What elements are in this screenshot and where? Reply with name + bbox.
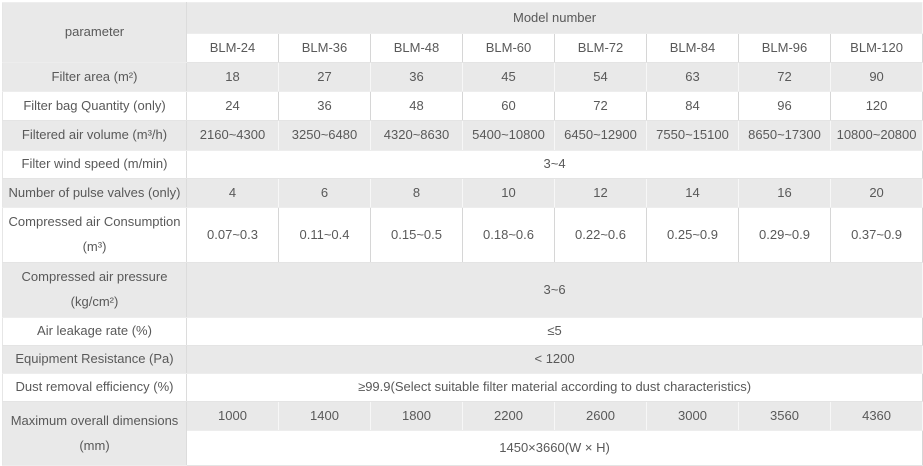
value-cell: 0.18~0.6 (462, 207, 555, 263)
value-cell: 6 (278, 178, 371, 208)
table-row: Filtered air volume (m³/h) 2160~4300 325… (2, 120, 923, 151)
table-row: Dust removal efficiency (%) ≥99.9(Select… (2, 373, 923, 402)
span-value-cell-compressed-air-pressure: 3~6 (186, 262, 923, 318)
table-row: Compressed air pressure (kg/cm²) 3~6 (2, 262, 923, 318)
model-column-header: BLM-96 (738, 33, 831, 63)
value-cell: 4320~8630 (370, 120, 463, 151)
value-cell: 3560 (738, 401, 831, 431)
value-cell: 72 (554, 91, 647, 121)
value-cell: 8650~17300 (738, 120, 831, 151)
table-row: Filter wind speed (m/min) 3~4 (2, 150, 923, 179)
table-row: Compressed air Consumption (m³) 0.07~0.3… (2, 207, 923, 263)
value-cell: 96 (738, 91, 831, 121)
value-cell: 90 (830, 62, 923, 92)
value-cell: 3250~6480 (278, 120, 371, 151)
value-cell: 10 (462, 178, 555, 208)
row-label-filter-bag-quantity: Filter bag Quantity (only) (2, 91, 187, 121)
value-cell: 27 (278, 62, 371, 92)
model-number-header-cell: Model number (186, 2, 923, 34)
row-label-dust-removal-efficiency: Dust removal efficiency (%) (2, 373, 187, 402)
table-row: Number of pulse valves (only) 4 6 8 10 1… (2, 178, 923, 208)
value-cell: 16 (738, 178, 831, 208)
model-column-header: BLM-72 (554, 33, 647, 63)
value-cell: 4360 (830, 401, 923, 431)
value-cell: 3000 (646, 401, 739, 431)
value-cell: 10800~20800 (830, 120, 923, 151)
value-cell: 45 (462, 62, 555, 92)
row-label-equipment-resistance: Equipment Resistance (Pa) (2, 345, 187, 374)
value-cell: 0.29~0.9 (738, 207, 831, 263)
table-row: 1450×3660(W × H) (3, 430, 923, 466)
value-cell: 48 (370, 91, 463, 121)
value-cell: 84 (646, 91, 739, 121)
value-cell: 1400 (278, 401, 371, 431)
value-cell: 36 (278, 91, 371, 121)
row-label-compressed-air-consumption: Compressed air Consumption (m³) (2, 207, 187, 263)
value-cell: 1800 (370, 401, 463, 431)
value-cell: 2600 (554, 401, 647, 431)
row-label-filter-wind-speed: Filter wind speed (m/min) (2, 150, 187, 179)
value-cell: 120 (830, 91, 923, 121)
table-row: Filter bag Quantity (only) 24 36 48 60 7… (2, 91, 923, 121)
row-label-air-leakage-rate: Air leakage rate (%) (2, 317, 187, 346)
span-value-cell-equipment-resistance: < 1200 (186, 345, 923, 374)
row-label-filtered-air-volume: Filtered air volume (m³/h) (2, 120, 187, 151)
row-label-maximum-overall-dimensions: Maximum overall dimensions (mm) (2, 401, 187, 466)
value-cell: 2200 (462, 401, 555, 431)
value-cell: 6450~12900 (554, 120, 647, 151)
table-row: Maximum overall dimensions (mm) 1000 140… (2, 401, 923, 466)
value-cell: 0.07~0.3 (186, 207, 279, 263)
value-cell: 0.11~0.4 (278, 207, 371, 263)
value-cell: 5400~10800 (462, 120, 555, 151)
value-cell: 0.15~0.5 (370, 207, 463, 263)
value-cell: 0.22~0.6 (554, 207, 647, 263)
value-cell: 14 (646, 178, 739, 208)
value-cell: 63 (646, 62, 739, 92)
model-column-header: BLM-24 (186, 33, 279, 63)
span-value-cell-air-leakage-rate: ≤5 (186, 317, 923, 346)
model-column-header: BLM-120 (830, 33, 923, 63)
span-value-cell-overall-dimensions-wh: 1450×3660(W × H) (186, 430, 923, 466)
value-cell: 54 (554, 62, 647, 92)
value-cell: 60 (462, 91, 555, 121)
value-cell: 0.37~0.9 (830, 207, 923, 263)
model-column-header: BLM-36 (278, 33, 371, 63)
value-cell: 72 (738, 62, 831, 92)
value-cell: 18 (186, 62, 279, 92)
value-cell: 0.25~0.9 (646, 207, 739, 263)
parameter-header-cell: parameter (2, 2, 187, 63)
value-cell: 2160~4300 (186, 120, 279, 151)
row-label-compressed-air-pressure: Compressed air pressure (kg/cm²) (2, 262, 187, 318)
model-column-header: BLM-48 (370, 33, 463, 63)
value-cell: 20 (830, 178, 923, 208)
table-row: Air leakage rate (%) ≤5 (2, 317, 923, 346)
value-cell: 1000 (186, 401, 279, 431)
span-value-cell-filter-wind-speed: 3~4 (186, 150, 923, 179)
model-column-header: BLM-60 (462, 33, 555, 63)
value-cell: 8 (370, 178, 463, 208)
model-column-header: BLM-84 (646, 33, 739, 63)
span-value-cell-dust-removal-efficiency: ≥99.9(Select suitable filter material ac… (186, 373, 923, 402)
row-label-filter-area: Filter area (m²) (2, 62, 187, 92)
value-cell: 4 (186, 178, 279, 208)
value-cell: 7550~15100 (646, 120, 739, 151)
row-label-pulse-valves: Number of pulse valves (only) (2, 178, 187, 208)
table-row: Filter area (m²) 18 27 36 45 54 63 72 90 (2, 62, 923, 92)
value-cell: 36 (370, 62, 463, 92)
value-cell: 24 (186, 91, 279, 121)
value-cell: 12 (554, 178, 647, 208)
table-row: Equipment Resistance (Pa) < 1200 (2, 345, 923, 374)
